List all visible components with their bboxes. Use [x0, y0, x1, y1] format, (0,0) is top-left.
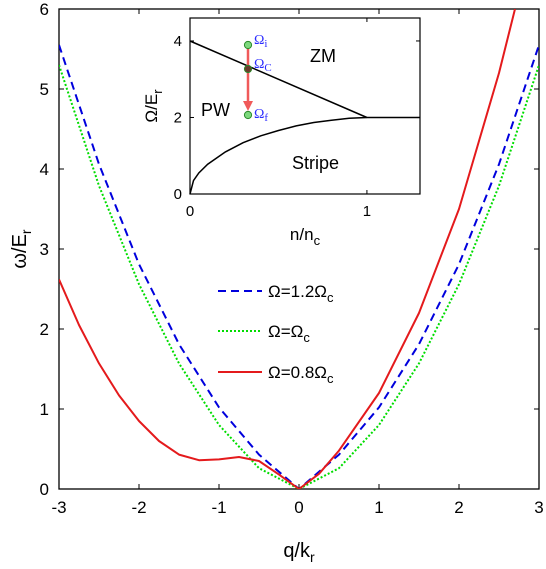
- omega-i-label: Ωi: [254, 33, 267, 50]
- inset-x-tick-label: 0: [186, 203, 194, 220]
- main-x-tick-label: -1: [211, 498, 226, 517]
- main-x-tick-label: -2: [131, 498, 146, 517]
- omega-i-marker: [243, 40, 253, 50]
- inset-plot-frame: [189, 17, 421, 195]
- main-y-axis-title: ω/Er: [9, 229, 34, 269]
- omega-c-label: ΩC: [254, 57, 272, 74]
- main-x-tick-label: 3: [534, 498, 543, 517]
- inset-series-group: [189, 40, 420, 195]
- inset-y-tick-label: 4: [174, 33, 182, 50]
- main-series-group: [59, 9, 539, 489]
- main-x-tick-label: -3: [51, 498, 66, 517]
- inset-x-tick-label: 1: [363, 203, 371, 220]
- main-y-tick-label: 2: [40, 320, 49, 339]
- omega-c-marker: [243, 64, 253, 74]
- main-y-tick-label: 4: [40, 160, 49, 179]
- inset-ticks: 0 1 0 2 4: [174, 18, 420, 220]
- omega-f-marker: [243, 110, 253, 120]
- inset-boundary-line-2: [189, 116, 420, 195]
- omega-f-label: Ωf: [254, 107, 268, 124]
- legend: Ω=1.2Ωc Ω=Ωc Ω=0.8Ωc: [218, 282, 334, 386]
- region-label-stripe: Stripe: [292, 153, 339, 173]
- inset-x-axis-title: n/nc: [290, 225, 321, 248]
- main-y-tick-label: 1: [40, 400, 49, 419]
- main-y-tick-label: 6: [40, 0, 49, 19]
- main-x-tick-label: 1: [374, 498, 383, 517]
- main-ticks: -3 -2 -1 0 1 2 3 0 1 2 3 4 5 6: [40, 0, 544, 517]
- legend-label-2: Ω=Ωc: [268, 322, 310, 345]
- series-line-3: [59, 9, 516, 489]
- inset-y-tick-label: 2: [174, 109, 182, 126]
- main-x-tick-label: 0: [294, 498, 303, 517]
- inset-chart: 0 1 0 2 4 n/nc Ω/Er ZM PW Stripe Ωi ΩC Ωf: [142, 17, 421, 248]
- main-y-tick-label: 3: [40, 240, 49, 259]
- main-x-tick-label: 2: [454, 498, 463, 517]
- region-label-zm: ZM: [310, 46, 336, 66]
- main-y-tick-label: 5: [40, 80, 49, 99]
- legend-label-1: Ω=1.2Ωc: [268, 282, 334, 305]
- legend-label-3: Ω=0.8Ωc: [268, 363, 334, 386]
- inset-y-axis-title: Ω/Er: [142, 89, 165, 123]
- main-x-axis-title: q/kr: [283, 540, 315, 565]
- region-label-pw: PW: [201, 100, 230, 120]
- series-line-2: [59, 64, 539, 489]
- inset-boundary-line-1: [189, 40, 368, 119]
- inset-y-tick-label: 0: [174, 186, 182, 203]
- main-y-tick-label: 0: [40, 480, 49, 499]
- omega-arrow-head: [243, 101, 253, 111]
